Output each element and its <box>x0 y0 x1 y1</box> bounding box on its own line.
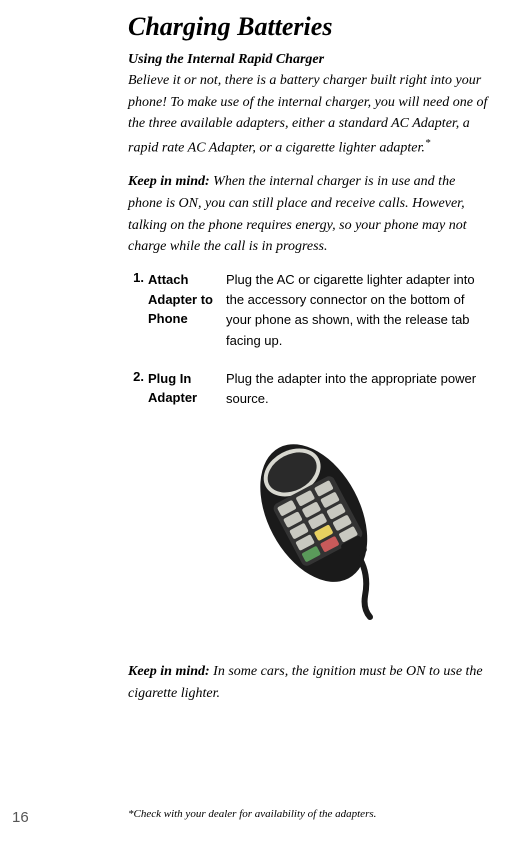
step-row: 2. Plug In Adapter Plug the adapter into… <box>128 369 491 409</box>
para3-lead: Keep in mind: <box>128 664 210 679</box>
step-label: Attach Adapter to Phone <box>148 270 226 351</box>
intro-paragraph: Believe it or not, there is a battery ch… <box>128 70 491 159</box>
step-description: Plug the adapter into the appropriate po… <box>226 369 491 409</box>
step-number: 1. <box>128 270 148 351</box>
section-subtitle: Using the Internal Rapid Charger <box>128 52 491 68</box>
page-number: 16 <box>12 809 29 826</box>
steps-table: 1. Attach Adapter to Phone Plug the AC o… <box>128 270 491 409</box>
keep-in-mind-1: Keep in mind: When the internal charger … <box>128 171 491 258</box>
para1-text: Believe it or not, there is a battery ch… <box>128 73 487 156</box>
step-number: 2. <box>128 369 148 409</box>
phone-illustration <box>128 421 491 621</box>
phone-svg <box>215 421 405 621</box>
keep-in-mind-2: Keep in mind: In some cars, the ignition… <box>128 661 491 704</box>
footnote-text: Check with your dealer for availability … <box>134 808 377 820</box>
para1-superscript: * <box>425 137 431 149</box>
para2-lead: Keep in mind: <box>128 174 210 189</box>
step-row: 1. Attach Adapter to Phone Plug the AC o… <box>128 270 491 351</box>
footnote: *Check with your dealer for availability… <box>128 808 376 820</box>
step-description: Plug the AC or cigarette lighter adapter… <box>226 270 491 351</box>
page-title: Charging Batteries <box>128 12 491 42</box>
step-label: Plug In Adapter <box>148 369 226 409</box>
